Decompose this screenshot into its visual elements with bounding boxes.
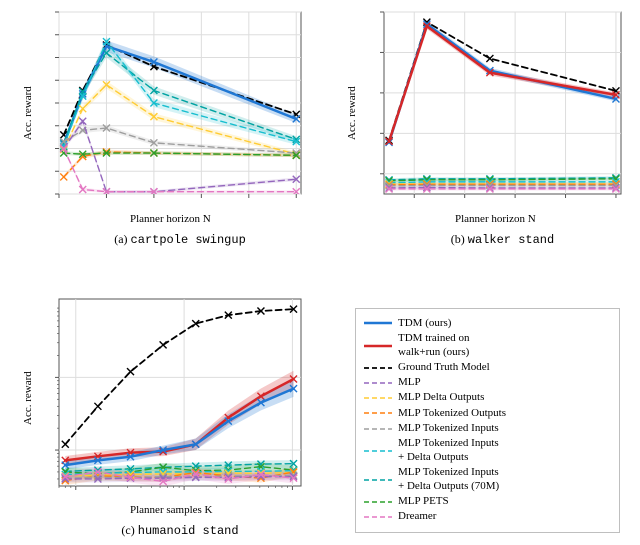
- legend-item-dreamer: Dreamer: [364, 510, 611, 524]
- legend-swatch-ground_truth: [364, 362, 392, 374]
- panel-a: 0100200300400500010020030040050060070080…: [55, 8, 305, 198]
- legend-swatch-tdm: [364, 317, 392, 329]
- legend-item-tdm: TDM (ours): [364, 317, 611, 331]
- legend-item-mlp_delta: MLP Delta Outputs: [364, 391, 611, 405]
- legend-label-mlp: MLP: [398, 376, 421, 390]
- legend-label-mlp_tok_in: MLP Tokenized Inputs: [398, 422, 499, 436]
- legend-label-ground_truth: Ground Truth Model: [398, 361, 490, 375]
- legend-item-ground_truth: Ground Truth Model: [364, 361, 611, 375]
- figure: 0100200300400500010020030040050060070080…: [0, 0, 640, 545]
- panel-a-caption-prefix: (a): [114, 232, 130, 246]
- chart-c: 10¹10²10³10¹10²: [55, 295, 305, 490]
- legend-swatch-dreamer: [364, 511, 392, 523]
- legend-swatch-mlp_tok_out: [364, 407, 392, 419]
- panel-b-caption-prefix: (b): [451, 232, 468, 246]
- legend-label-mlp_tok_in_delta: MLP Tokenized Inputs + Delta Outputs: [398, 437, 499, 465]
- panel-c-ylabel: Acc. reward: [22, 371, 34, 425]
- panel-b-ylabel: Acc. reward: [346, 86, 358, 140]
- legend-label-tdm_walkrun: TDM trained onwalk+run (ours): [398, 332, 469, 360]
- panel-a-caption: (a) cartpole swingup: [55, 232, 305, 247]
- legend-swatch-tdm_walkrun: [364, 340, 392, 352]
- panel-c-xlabel: Planner samples K: [130, 504, 212, 516]
- legend-item-mlp_tok_out: MLP Tokenized Outputs: [364, 407, 611, 421]
- legend-item-mlp_tok_in: MLP Tokenized Inputs: [364, 422, 611, 436]
- legend-item-mlp_pets: MLP PETS: [364, 495, 611, 509]
- legend-label-dreamer: Dreamer: [398, 510, 436, 524]
- panel-a-xlabel: Planner horizon N: [130, 213, 211, 225]
- legend-swatch-mlp: [364, 377, 392, 389]
- panel-b-caption: (b) walker stand: [380, 232, 625, 247]
- legend-swatch-mlp_tok_in: [364, 423, 392, 435]
- legend-label-mlp_tok_out: MLP Tokenized Outputs: [398, 407, 506, 421]
- panel-a-caption-mono: cartpole swingup: [131, 233, 246, 247]
- legend-swatch-mlp_tok_in_delta_70m: [364, 474, 392, 486]
- legend-swatch-mlp_tok_in_delta: [364, 445, 392, 457]
- panel-c-caption-prefix: (c): [121, 523, 137, 537]
- legend-label-mlp_tok_in_delta_70m: MLP Tokenized Inputs + Delta Outputs (70…: [398, 466, 499, 494]
- legend-item-mlp: MLP: [364, 376, 611, 390]
- chart-a: 0100200300400500010020030040050060070080…: [55, 8, 305, 198]
- panel-b: 204060801002004006008001000: [380, 8, 625, 198]
- legend: TDM (ours)TDM trained onwalk+run (ours)G…: [355, 308, 620, 533]
- legend-item-mlp_tok_in_delta: MLP Tokenized Inputs + Delta Outputs: [364, 437, 611, 465]
- legend-label-tdm: TDM (ours): [398, 317, 451, 331]
- legend-label-mlp_pets: MLP PETS: [398, 495, 449, 509]
- panel-b-xlabel: Planner horizon N: [455, 213, 536, 225]
- legend-item-tdm_walkrun: TDM trained onwalk+run (ours): [364, 332, 611, 360]
- legend-label-mlp_delta: MLP Delta Outputs: [398, 391, 484, 405]
- panel-c: 10¹10²10³10¹10²: [55, 295, 305, 490]
- legend-swatch-mlp_pets: [364, 496, 392, 508]
- legend-swatch-mlp_delta: [364, 392, 392, 404]
- chart-b: 204060801002004006008001000: [380, 8, 625, 198]
- legend-item-mlp_tok_in_delta_70m: MLP Tokenized Inputs + Delta Outputs (70…: [364, 466, 611, 494]
- panel-c-caption: (c) humanoid stand: [55, 523, 305, 538]
- panel-c-caption-mono: humanoid stand: [138, 524, 239, 538]
- panel-b-caption-mono: walker stand: [468, 233, 554, 247]
- panel-a-ylabel: Acc. reward: [22, 86, 34, 140]
